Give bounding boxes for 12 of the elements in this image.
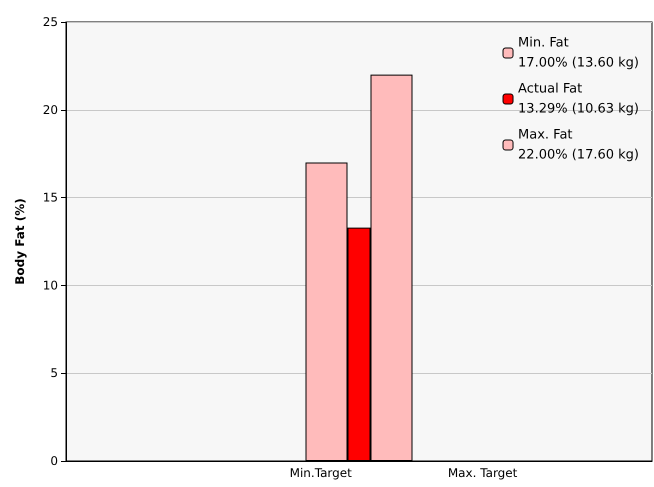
y-tick-label: 20 [42,102,58,117]
legend-label: Min. Fat 17.00% (13.60 kg) [518,36,640,70]
legend-label: Max. Fat 22.00% (17.60 kg) [518,128,640,162]
legend-label: Actual Fat 13.29% (10.63 kg) [518,82,640,116]
y-tick-label: 5 [50,366,58,380]
y-tick-label: 25 [42,15,58,29]
text: Min.Target [290,466,352,480]
y-tick-label: 0 [50,454,58,468]
y-tick-label: 15 [42,190,58,205]
y-axis-title: Body Fat (%) [13,198,27,285]
y-tick-label: 10 [42,278,58,292]
text: Max. Target [448,466,518,480]
